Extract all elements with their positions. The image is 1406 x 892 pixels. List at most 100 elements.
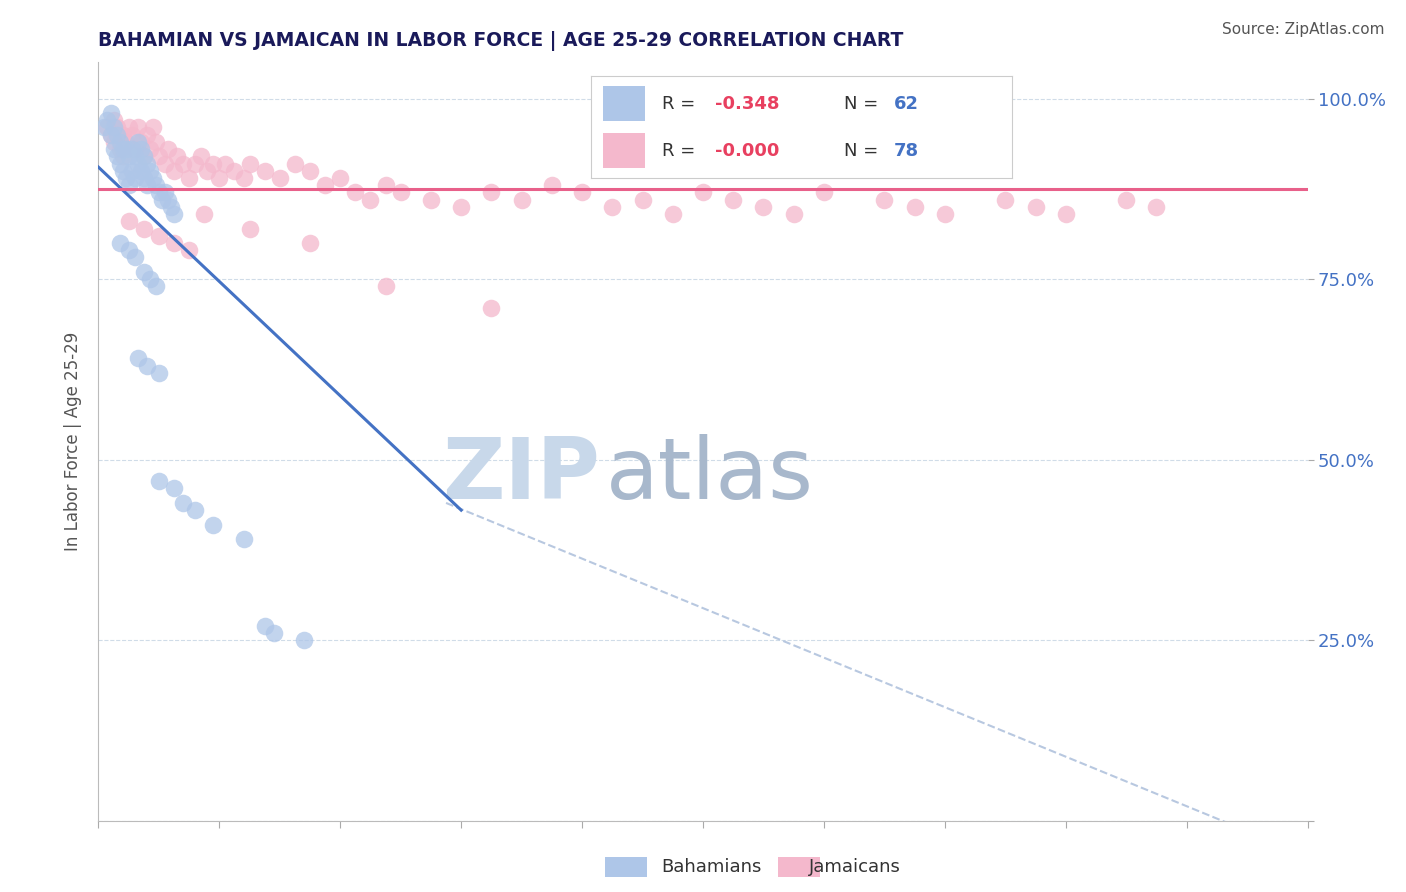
Point	[314, 178, 336, 193]
Point	[135, 178, 157, 193]
Point	[481, 186, 503, 200]
Point	[1024, 200, 1046, 214]
Point	[148, 475, 170, 489]
Point	[163, 235, 186, 250]
Text: ZIP: ZIP	[443, 434, 600, 517]
Point	[111, 163, 134, 178]
Point	[299, 163, 322, 178]
Point	[540, 178, 562, 193]
Point	[132, 149, 155, 163]
Point	[145, 178, 167, 193]
Text: 62: 62	[894, 95, 920, 112]
Point	[114, 142, 136, 156]
Point	[103, 113, 125, 128]
Point	[224, 163, 246, 178]
Point	[111, 142, 134, 156]
Point	[135, 156, 157, 170]
Point	[1115, 193, 1137, 207]
Point	[129, 142, 152, 156]
Point	[934, 207, 956, 221]
Point	[166, 149, 188, 163]
Point	[105, 120, 128, 135]
Point	[121, 128, 143, 142]
Text: R =: R =	[662, 95, 702, 112]
Point	[148, 366, 170, 380]
Point	[132, 171, 155, 186]
Point	[142, 171, 165, 186]
Point	[184, 503, 207, 517]
Point	[114, 171, 136, 186]
Point	[103, 142, 125, 156]
Point	[904, 200, 927, 214]
Point	[202, 517, 225, 532]
Text: Bahamians: Bahamians	[661, 858, 761, 876]
Point	[994, 193, 1017, 207]
Point	[142, 120, 165, 135]
Point	[253, 163, 276, 178]
Point	[127, 156, 149, 170]
Point	[100, 128, 122, 142]
FancyBboxPatch shape	[603, 133, 645, 168]
Point	[139, 272, 162, 286]
Point	[135, 359, 157, 373]
Point	[284, 156, 307, 170]
Point	[132, 265, 155, 279]
Point	[783, 207, 806, 221]
Point	[132, 149, 155, 163]
Point	[172, 156, 194, 170]
Point	[232, 171, 254, 186]
Point	[172, 496, 194, 510]
Point	[127, 351, 149, 366]
Point	[93, 120, 115, 135]
Point	[118, 178, 141, 193]
Point	[299, 235, 322, 250]
Point	[450, 200, 472, 214]
Point	[602, 200, 624, 214]
Point	[145, 279, 167, 293]
Point	[148, 228, 170, 243]
Point	[692, 186, 714, 200]
Point	[127, 135, 149, 149]
Point	[510, 193, 533, 207]
Point	[1144, 200, 1167, 214]
Point	[132, 221, 155, 235]
Text: atlas: atlas	[606, 434, 814, 517]
Point	[153, 186, 176, 200]
Y-axis label: In Labor Force | Age 25-29: In Labor Force | Age 25-29	[65, 332, 83, 551]
Point	[118, 243, 141, 257]
Point	[360, 193, 382, 207]
Point	[139, 163, 162, 178]
Point	[108, 142, 131, 156]
Point	[139, 142, 162, 156]
Point	[96, 120, 118, 135]
Text: -0.348: -0.348	[716, 95, 779, 112]
Text: N =: N =	[844, 95, 883, 112]
Point	[1054, 207, 1077, 221]
Point	[150, 193, 173, 207]
Point	[129, 135, 152, 149]
Point	[118, 149, 141, 163]
Point	[163, 482, 186, 496]
Point	[111, 128, 134, 142]
Point	[114, 135, 136, 149]
Text: BAHAMIAN VS JAMAICAN IN LABOR FORCE | AGE 25-29 CORRELATION CHART: BAHAMIAN VS JAMAICAN IN LABOR FORCE | AG…	[98, 30, 904, 51]
Point	[269, 171, 291, 186]
Point	[263, 626, 285, 640]
Point	[160, 200, 183, 214]
Point	[108, 235, 131, 250]
Point	[723, 193, 745, 207]
Point	[208, 171, 231, 186]
Point	[108, 135, 131, 149]
Point	[239, 221, 262, 235]
Point	[571, 186, 593, 200]
Point	[253, 618, 276, 632]
Point	[292, 633, 315, 648]
Point	[232, 532, 254, 546]
Point	[135, 128, 157, 142]
Point	[129, 163, 152, 178]
Point	[374, 279, 396, 293]
Point	[389, 186, 412, 200]
Point	[329, 171, 352, 186]
Point	[124, 171, 146, 186]
Text: 78: 78	[894, 142, 920, 160]
